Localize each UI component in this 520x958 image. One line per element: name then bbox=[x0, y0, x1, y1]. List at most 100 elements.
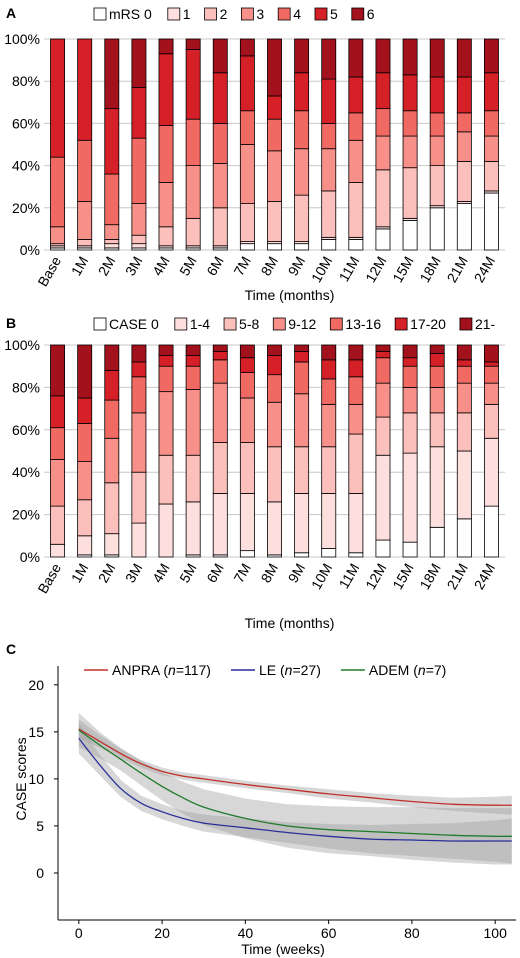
x-tick-label: 18M bbox=[416, 254, 443, 286]
bar-segment bbox=[456, 365, 472, 384]
bar-segment bbox=[375, 228, 391, 251]
x-tick-label: 9M bbox=[285, 254, 309, 279]
y-tick-label: 80% bbox=[12, 379, 40, 395]
x-axis-title: Time (months) bbox=[245, 615, 335, 631]
bar-segment bbox=[131, 344, 147, 363]
x-tick-label: Base bbox=[34, 560, 64, 596]
bar-segment bbox=[104, 370, 120, 401]
bar-segment bbox=[429, 365, 445, 388]
x-tick-label: 7M bbox=[230, 561, 254, 586]
x-tick-label: 11M bbox=[335, 254, 362, 285]
bar-segment bbox=[131, 376, 147, 414]
bar-segment bbox=[239, 203, 255, 242]
bar-segment bbox=[483, 365, 499, 384]
legend-item: 17-20 bbox=[394, 316, 446, 332]
bar-segment bbox=[267, 374, 282, 403]
bar-segment bbox=[321, 190, 337, 238]
x-tick-label: 7M bbox=[230, 254, 254, 279]
x-tick-label: 4M bbox=[149, 561, 173, 586]
bar-segment bbox=[77, 499, 93, 537]
legend-swatch bbox=[394, 317, 408, 331]
bar-segment bbox=[483, 160, 499, 192]
series-line bbox=[78, 728, 512, 806]
y-tick-label: 60% bbox=[12, 422, 40, 438]
x-tick-label: 80 bbox=[404, 925, 420, 941]
legend-swatch bbox=[351, 7, 365, 21]
bar-segment bbox=[294, 243, 310, 251]
bar-segment bbox=[375, 350, 391, 359]
bar-segment bbox=[239, 38, 255, 57]
x-tick-label: 5M bbox=[176, 254, 200, 279]
x-tick-label: 10M bbox=[308, 561, 335, 593]
bar-segment bbox=[321, 123, 337, 150]
bar-segment bbox=[212, 382, 228, 443]
chart-b: B CASE 0 1-4 5-8 9-12 13-16 17-20 21- 0% 20% 40% 60… bbox=[4, 315, 505, 631]
bar-segment bbox=[239, 442, 255, 494]
bar-segment bbox=[294, 110, 310, 150]
y-tick-label: 20% bbox=[12, 200, 40, 216]
bar-segment bbox=[456, 359, 472, 367]
x-tick-label: 5M bbox=[176, 561, 200, 586]
bar-segment bbox=[104, 437, 120, 484]
panel-letter: C bbox=[6, 641, 16, 657]
bar-segment bbox=[267, 243, 282, 251]
legend-label: LE (n=27) bbox=[259, 662, 321, 678]
legend-swatch bbox=[167, 7, 181, 21]
bar-segment bbox=[158, 365, 174, 393]
bar-segment bbox=[348, 76, 364, 114]
y-tick-label: 0% bbox=[20, 242, 40, 258]
legend-swatch bbox=[329, 317, 343, 331]
legend-swatch bbox=[240, 7, 254, 21]
x-tick-label: 0 bbox=[75, 925, 83, 941]
legend-swatch bbox=[93, 317, 107, 331]
x-tick-label: 9M bbox=[285, 561, 309, 586]
bar-segment bbox=[185, 365, 201, 390]
bar-segment bbox=[375, 169, 391, 228]
legend-label: 2 bbox=[220, 6, 228, 22]
x-tick-label: 11M bbox=[335, 561, 362, 592]
bar-segment bbox=[212, 163, 228, 209]
series-line bbox=[78, 729, 512, 837]
bar-segment bbox=[294, 492, 310, 554]
confidence-band bbox=[78, 713, 512, 865]
bar-segment bbox=[104, 533, 120, 556]
bar-segment bbox=[483, 403, 499, 439]
bar-segment bbox=[348, 182, 364, 238]
legend-item: 5-8 bbox=[223, 316, 259, 332]
legend-swatch bbox=[223, 317, 237, 331]
x-tick-label: 1M bbox=[68, 254, 92, 279]
legend-label: 4 bbox=[293, 6, 301, 22]
bar-segment bbox=[239, 357, 255, 373]
bar-segment bbox=[402, 74, 418, 112]
bar-segment bbox=[267, 446, 282, 503]
bar-segment bbox=[429, 353, 445, 367]
y-tick-label: 100% bbox=[4, 31, 40, 47]
legend-label: 17-20 bbox=[410, 316, 446, 332]
bar-segment bbox=[456, 203, 472, 251]
bar-segment bbox=[104, 38, 120, 110]
bar-segment bbox=[348, 239, 364, 251]
series-line bbox=[78, 737, 512, 842]
x-tick-label: 2M bbox=[95, 561, 119, 586]
y-tick-label: 5 bbox=[36, 818, 44, 834]
bar-segment bbox=[212, 492, 228, 556]
y-tick-label: 15 bbox=[28, 724, 44, 740]
x-tick-label: 2M bbox=[95, 254, 119, 279]
bar-segment bbox=[131, 234, 147, 245]
x-tick-label: 12M bbox=[362, 561, 389, 593]
bar-segment bbox=[77, 423, 93, 463]
y-tick-label: 20 bbox=[28, 677, 44, 693]
bar-segment bbox=[402, 365, 418, 388]
bar-segment bbox=[456, 131, 472, 162]
y-tick-label: 40% bbox=[12, 158, 40, 174]
bar-segment bbox=[321, 239, 337, 251]
bar-segment bbox=[321, 148, 337, 192]
bar-segment bbox=[104, 243, 120, 249]
x-tick-label: 15M bbox=[389, 254, 416, 286]
legend-swatch bbox=[93, 7, 107, 21]
bar-segment bbox=[131, 87, 147, 139]
x-tick-label: 15M bbox=[389, 561, 416, 593]
bar-segment bbox=[375, 38, 391, 74]
bar-segment bbox=[483, 110, 499, 137]
bar-segment bbox=[77, 397, 93, 424]
